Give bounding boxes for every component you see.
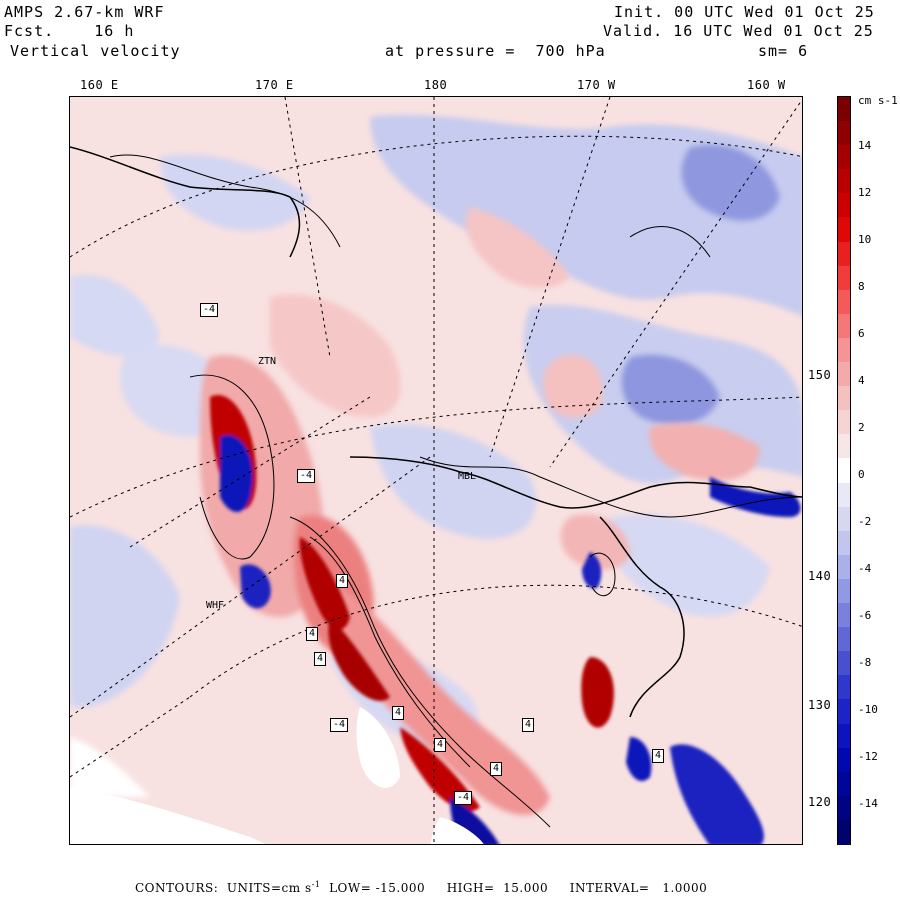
colorbar-cell xyxy=(838,193,850,219)
lon-label-160e: 160 E xyxy=(80,78,119,92)
extremum-box-label: 4 xyxy=(306,627,319,641)
extremum-box-label: -4 xyxy=(200,303,219,317)
contour-lines xyxy=(109,154,802,828)
colorbar-cell xyxy=(838,169,850,195)
colorbar-cell xyxy=(838,506,850,532)
colorbar-cell xyxy=(838,217,850,243)
lon-label-160w: 160 W xyxy=(747,78,786,92)
init-time: Init. 00 UTC Wed 01 Oct 25 xyxy=(614,3,875,21)
extremum-box-label: 4 xyxy=(522,718,535,732)
colorbar-cell xyxy=(838,578,850,604)
colorbar-cell xyxy=(838,97,850,122)
footer-contours-label: CONTOURS: xyxy=(135,881,219,895)
colorbar-cell xyxy=(838,337,850,363)
colorbar-cell xyxy=(838,795,850,821)
colorbar-cell xyxy=(838,362,850,388)
model-title: AMPS 2.67-km WRF xyxy=(4,3,165,21)
colorbar-cell xyxy=(838,121,850,147)
smoothing-value: sm= 6 xyxy=(758,42,809,60)
colorbar-tick-label: 2 xyxy=(858,421,865,434)
colorbar-tick-label: 6 xyxy=(858,327,865,340)
station-ztn: ZTN xyxy=(258,356,277,367)
extremum-box-label: 4 xyxy=(336,574,349,588)
colorbar-cell xyxy=(838,651,850,677)
colorbar-cell xyxy=(838,482,850,508)
colorbar-cell xyxy=(838,241,850,267)
extremum-box-label: 4 xyxy=(434,738,447,752)
station-mbl: MBL xyxy=(458,471,477,482)
colorbar-cell xyxy=(838,386,850,412)
extremum-box-label: 4 xyxy=(490,762,503,776)
lon-label-140w: 140 W xyxy=(808,569,847,583)
colorbar-tick-label: 14 xyxy=(858,139,872,152)
colorbar-tick-label: -10 xyxy=(858,703,878,716)
colorbar-cell xyxy=(838,723,850,749)
colorbar-cell xyxy=(838,410,850,436)
map-panel: MBL WHF ZTN -4 -4 4 4 4 4 4 4 4 4 -4 -4 xyxy=(69,96,803,845)
colorbar-cell xyxy=(838,603,850,629)
colorbar-tick-label: 10 xyxy=(858,233,872,246)
colorbar-tick-label: 0 xyxy=(858,468,865,481)
colorbar-tick-label: 4 xyxy=(858,374,865,387)
contour-info-footer: CONTOURS: UNITS=cm s-1 LOW= -15.000 HIGH… xyxy=(135,880,707,895)
coastline xyxy=(70,146,802,718)
footer-units-exponent: -1 xyxy=(311,880,321,889)
colorbar-cell xyxy=(838,699,850,725)
lon-label-180: 180 xyxy=(424,78,448,92)
colorbar-cell xyxy=(838,458,850,484)
colorbar-cell xyxy=(838,771,850,797)
extremum-box-label: -4 xyxy=(330,718,349,732)
colorbar-tick-label: 8 xyxy=(858,280,865,293)
colorbar-cell xyxy=(838,747,850,773)
lon-label-120w: 120 W xyxy=(808,795,847,809)
colorbar-cell xyxy=(838,530,850,556)
colorbar-cell xyxy=(838,289,850,315)
lon-label-150w: 150 W xyxy=(808,368,847,382)
footer-high: HIGH= 15.000 xyxy=(446,881,549,895)
colorbar-cell xyxy=(838,627,850,653)
colorbar-cell xyxy=(838,265,850,291)
vertical-velocity-field xyxy=(70,97,802,844)
extremum-box-label: -4 xyxy=(297,469,316,483)
colorbar-tick-label: -8 xyxy=(858,656,872,669)
lon-label-170w: 170 W xyxy=(577,78,616,92)
no-data-areas xyxy=(70,707,484,844)
lon-label-130w: 130 W xyxy=(808,698,847,712)
colorbar-tick-label: -14 xyxy=(858,797,878,810)
colorbar-cell xyxy=(838,819,850,845)
extremum-box-label: 4 xyxy=(652,749,665,763)
footer-interval: INTERVAL= 1.0000 xyxy=(569,881,708,895)
colorbar-cell xyxy=(838,554,850,580)
field-name: Vertical velocity xyxy=(10,42,181,60)
colorbar-units: cm s-1 xyxy=(858,94,898,107)
extremum-box-label: -4 xyxy=(454,791,473,805)
valid-time: Valid. 16 UTC Wed 01 Oct 25 xyxy=(603,22,874,40)
colorbar-tick-label: -12 xyxy=(858,750,878,763)
lon-label-170e: 170 E xyxy=(255,78,294,92)
footer-low: LOW= -15.000 xyxy=(329,881,426,895)
station-whf: WHF xyxy=(206,600,225,611)
footer-units: UNITS=cm s xyxy=(226,881,312,895)
colorbar-tick-label: 12 xyxy=(858,186,872,199)
graticule xyxy=(70,97,802,844)
colorbar-tick-label: -4 xyxy=(858,562,872,575)
colorbar-cell xyxy=(838,145,850,171)
pressure-level: at pressure = 700 hPa xyxy=(385,42,606,60)
downward-motion-regions xyxy=(70,114,802,797)
colorbar-cell xyxy=(838,675,850,701)
extremum-box-label: 4 xyxy=(314,652,327,666)
colorbar-cell xyxy=(838,434,850,460)
mountain-convection-band xyxy=(210,395,801,844)
forecast-hour: Fcst. 16 h xyxy=(4,22,135,40)
extremum-box-label: 4 xyxy=(392,706,405,720)
color-scale-bar xyxy=(837,96,851,845)
colorbar-tick-label: -6 xyxy=(858,609,872,622)
colorbar-cell xyxy=(838,313,850,339)
colorbar-tick-label: -2 xyxy=(858,515,872,528)
